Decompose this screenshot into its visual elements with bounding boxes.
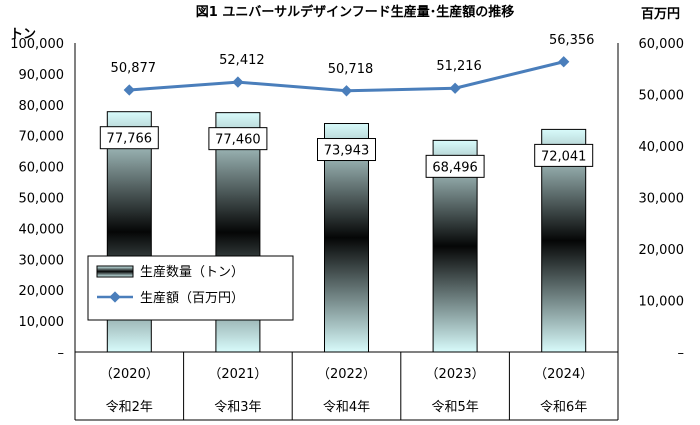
bar-data-labels: 77,766 77,460 73,943 68,496 72,041 xyxy=(99,126,594,178)
left-tick-label: 80,000 xyxy=(19,99,65,114)
bar-data-label: 77,766 xyxy=(107,132,153,147)
right-tick-label: – xyxy=(678,346,685,361)
right-tick-label: 50,000 xyxy=(639,89,685,104)
category-year-label: （2020） xyxy=(100,367,159,382)
line-data-label: 50,877 xyxy=(111,61,157,76)
right-axis-unit: 百万円 xyxy=(641,7,680,22)
right-tick-label: 10,000 xyxy=(639,295,685,310)
right-axis-ticks: 60,000 50,000 40,000 30,000 20,000 10,000 – xyxy=(639,37,685,361)
left-tick-label: 30,000 xyxy=(19,253,65,268)
category-era-label: 令和2年 xyxy=(106,400,153,415)
line-data-label: 50,718 xyxy=(328,62,374,77)
category-era-label: 令和4年 xyxy=(323,400,370,415)
left-axis-ticks: 100,000 90,000 80,000 70,000 60,000 50,000 40,… xyxy=(10,37,64,361)
line-point xyxy=(232,76,244,88)
line-data-labels: 50,877 52,412 50,718 51,216 56,356 xyxy=(111,33,595,77)
left-tick-label: 50,000 xyxy=(19,192,65,207)
legend-bar-label: 生産数量（トン） xyxy=(140,264,244,280)
bar-label-box xyxy=(208,127,268,151)
left-tick-label: 70,000 xyxy=(19,130,65,145)
category-era-label: 令和5年 xyxy=(431,400,478,415)
right-tick-label: 40,000 xyxy=(639,140,685,155)
legend-line-label: 生産額（百万円） xyxy=(140,290,244,306)
line-point xyxy=(449,82,461,94)
line-data-label: 51,216 xyxy=(436,59,482,74)
bar-label-box xyxy=(99,126,159,150)
category-era-label: 令和6年 xyxy=(540,400,587,415)
right-tick-label: 30,000 xyxy=(639,192,685,207)
category-year-label: （2022） xyxy=(317,367,376,382)
left-tick-label: – xyxy=(58,346,65,361)
legend: 生産数量（トン） 生産額（百万円） xyxy=(87,255,294,321)
bar-data-label: 72,041 xyxy=(541,149,587,164)
right-tick-label: 60,000 xyxy=(639,37,685,52)
line-data-label: 56,356 xyxy=(549,33,595,48)
line-data-label: 52,412 xyxy=(219,53,265,68)
line-point xyxy=(558,56,570,68)
bar-data-label: 68,496 xyxy=(432,160,478,175)
left-axis-unit: トン xyxy=(10,27,36,42)
bar-label-box xyxy=(534,143,594,167)
category-year-label: （2021） xyxy=(208,367,267,382)
left-tick-label: 60,000 xyxy=(19,161,65,176)
legend-bar-swatch xyxy=(96,265,134,278)
right-tick-label: 20,000 xyxy=(639,243,685,258)
bar-data-label: 77,460 xyxy=(215,133,261,148)
bar-data-label: 73,943 xyxy=(324,144,370,159)
category-dividers xyxy=(183,352,510,420)
left-tick-label: 10,000 xyxy=(19,315,65,330)
bar xyxy=(324,123,369,353)
left-tick-label: 40,000 xyxy=(19,222,65,237)
bar-label-box xyxy=(425,154,485,178)
line-point xyxy=(340,85,353,97)
category-year-label: （2023） xyxy=(426,367,485,382)
chart-title: 図1 ユニバーサルデザインフード生産量･生産額の推移 xyxy=(196,4,514,20)
left-tick-label: 20,000 xyxy=(19,284,65,299)
left-tick-label: 90,000 xyxy=(19,68,65,83)
left-tick-label: 100,000 xyxy=(10,37,64,52)
category-labels: （2020） 令和2年 （2021） 令和3年 （2022） 令和4年 （2023） 令和5年… xyxy=(100,367,593,415)
category-year-label: （2024） xyxy=(534,367,593,382)
category-era-label: 令和3年 xyxy=(214,400,261,415)
bar-label-box xyxy=(317,138,376,162)
line-point xyxy=(123,84,135,96)
